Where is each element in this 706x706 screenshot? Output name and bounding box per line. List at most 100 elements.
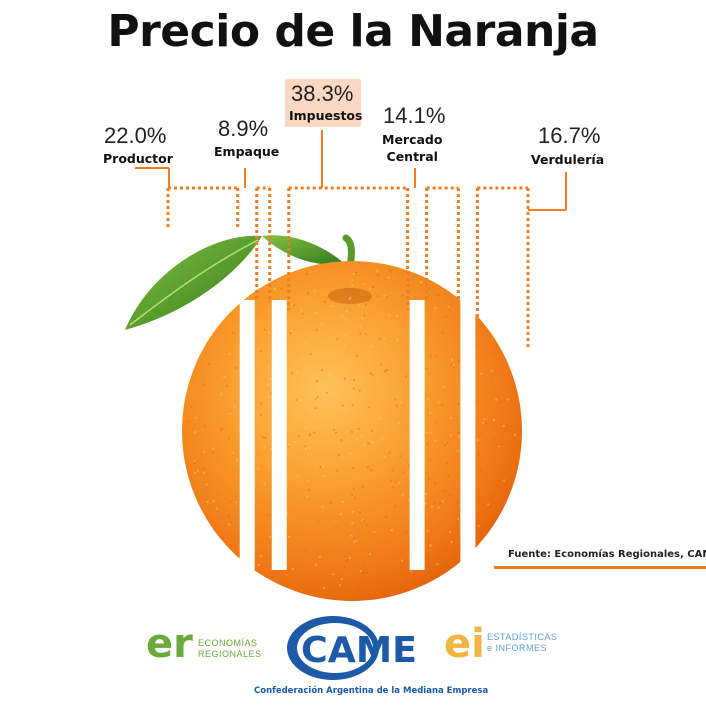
peel-dot — [335, 431, 338, 434]
peel-dot — [313, 431, 316, 434]
category-label-empaque: Empaque — [214, 144, 280, 159]
peel-dot — [341, 456, 344, 459]
peel-dot — [303, 445, 306, 448]
peel-dot — [450, 540, 453, 544]
peel-dot — [223, 375, 226, 379]
peel-dot — [352, 378, 356, 382]
peel-dot — [304, 447, 308, 450]
peel-dot — [377, 585, 380, 588]
peel-dot — [349, 296, 352, 299]
er-line1: ECONOMÍAS — [198, 638, 258, 648]
peel-dot — [400, 559, 404, 562]
peel-dot — [340, 577, 343, 581]
peel-dot — [215, 507, 218, 510]
ei-line1: ESTADÍSTICAS — [487, 632, 558, 642]
peel-dot — [343, 377, 346, 380]
peel-dot — [370, 429, 373, 432]
peel-dot — [314, 398, 317, 401]
peel-dot — [208, 362, 211, 365]
peel-dot — [383, 370, 386, 373]
peel-dot — [345, 310, 348, 313]
bracket-verduleria — [475, 186, 530, 350]
peel-dot — [476, 439, 479, 442]
leaf-left — [125, 235, 262, 330]
peel-dot — [365, 523, 368, 526]
peel-dot — [337, 453, 340, 457]
peel-dot — [322, 475, 325, 478]
peel-dot — [450, 416, 453, 419]
peel-dot — [344, 344, 347, 348]
peel-dot — [483, 417, 486, 420]
peel-dot — [361, 485, 364, 488]
peel-dot — [482, 421, 485, 424]
peel-dot — [502, 479, 506, 482]
peel-dot — [259, 555, 263, 558]
peel-dot — [457, 435, 460, 438]
peel-dot — [493, 418, 496, 421]
ei-logo-text: ESTADÍSTICAS e INFORMES — [487, 632, 557, 654]
peel-dot — [380, 363, 383, 366]
peel-dot — [367, 299, 370, 302]
leaf-right — [262, 235, 345, 265]
peel-dot — [229, 412, 232, 415]
peel-dot — [227, 437, 230, 440]
peel-dot — [383, 455, 386, 458]
peel-dot — [351, 521, 354, 525]
value-label-impuestos: 38.3% — [291, 81, 354, 106]
peel-dot — [193, 460, 196, 463]
peel-dot — [393, 505, 397, 508]
peel-dot — [306, 272, 309, 276]
peel-dot — [352, 467, 355, 470]
peel-dot — [376, 294, 379, 298]
peel-dot — [420, 281, 423, 284]
peel-dot — [388, 313, 391, 317]
peel-dot — [315, 328, 318, 331]
peel-dot — [367, 442, 370, 445]
peel-dot — [477, 452, 480, 455]
peel-dot — [236, 459, 239, 462]
peel-dot — [295, 371, 298, 374]
peel-dot — [425, 492, 428, 496]
peel-dot — [351, 403, 354, 407]
peel-dot — [457, 359, 460, 363]
peel-dot — [266, 383, 269, 386]
peel-dot — [234, 366, 237, 370]
peel-dot — [227, 515, 231, 518]
segment-gap — [460, 300, 476, 570]
peel-dot — [293, 303, 296, 306]
peel-dot — [400, 553, 403, 556]
peel-dot — [202, 383, 205, 386]
peel-dot — [291, 567, 294, 571]
peel-dot — [371, 441, 374, 444]
peel-dot — [300, 309, 303, 312]
came-subtitle: Confederación Argentina de la Mediana Em… — [254, 686, 489, 696]
peel-dot — [457, 402, 460, 406]
peel-dot — [352, 541, 355, 544]
peel-dot — [376, 269, 379, 272]
peel-dot — [449, 530, 452, 534]
peel-dot — [497, 443, 500, 447]
peel-dot — [352, 387, 356, 390]
peel-dot — [433, 482, 437, 485]
peel-dot — [370, 469, 373, 472]
peel-dot — [490, 506, 493, 509]
peel-dot — [429, 355, 432, 358]
peel-dot — [344, 287, 347, 291]
estadisticas-informes-logo: ei — [444, 622, 485, 664]
peel-dot — [386, 369, 389, 372]
peel-dot — [212, 451, 215, 454]
peel-dot — [355, 539, 358, 542]
peel-dot — [299, 399, 302, 402]
peel-dot — [349, 556, 352, 560]
peel-dot — [441, 500, 444, 503]
peel-dot — [202, 450, 206, 453]
peel-dot — [450, 363, 453, 366]
peel-dot — [371, 373, 374, 376]
peel-dot — [263, 328, 267, 331]
peel-dot — [496, 445, 499, 448]
er-mark: er — [146, 622, 193, 664]
category-label-impuestos: Impuestos — [289, 108, 363, 123]
peel-dot — [502, 424, 505, 428]
peel-dot — [426, 530, 430, 533]
